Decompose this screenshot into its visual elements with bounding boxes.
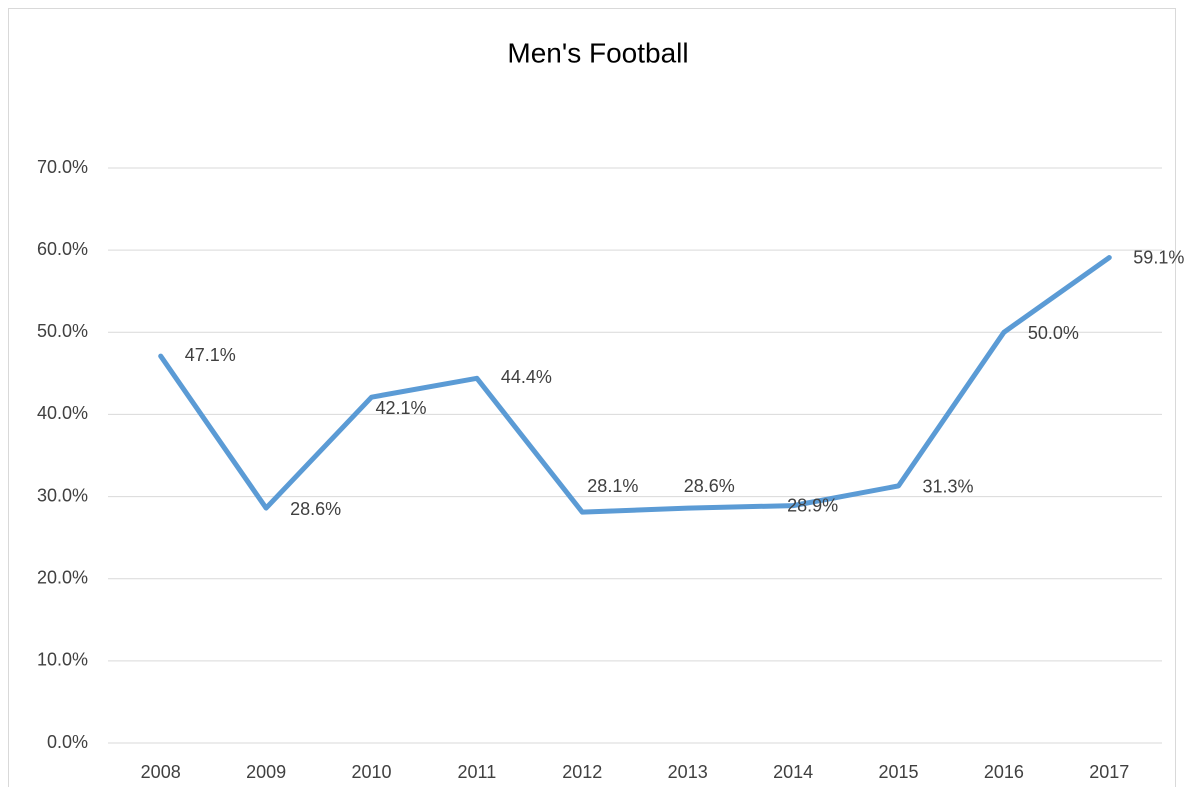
chart-title: Men's Football <box>507 37 688 68</box>
x-tick-label: 2017 <box>1089 762 1129 782</box>
data-label: 31.3% <box>923 477 974 497</box>
data-label: 28.6% <box>684 476 735 496</box>
data-label: 28.9% <box>787 495 838 515</box>
data-label: 42.1% <box>376 398 427 418</box>
x-tick-label: 2008 <box>141 762 181 782</box>
x-tick-label: 2016 <box>984 762 1024 782</box>
y-tick-label: 40.0% <box>37 403 88 423</box>
x-tick-label: 2010 <box>351 762 391 782</box>
x-tick-label: 2015 <box>878 762 918 782</box>
y-tick-label: 60.0% <box>37 239 88 259</box>
y-tick-label: 20.0% <box>37 567 88 587</box>
data-label: 47.1% <box>185 345 236 365</box>
chart-border <box>8 8 1176 787</box>
y-tick-label: 30.0% <box>37 485 88 505</box>
x-tick-label: 2013 <box>668 762 708 782</box>
data-label: 28.6% <box>290 499 341 519</box>
x-tick-label: 2011 <box>458 762 497 782</box>
y-tick-label: 10.0% <box>37 650 88 670</box>
x-tick-label: 2009 <box>246 762 286 782</box>
y-tick-label: 0.0% <box>47 732 88 752</box>
line <box>158 255 1112 515</box>
data-label: 28.1% <box>587 476 638 496</box>
y-tick-label: 70.0% <box>37 157 88 177</box>
x-tick-label: 2012 <box>562 762 602 782</box>
data-label: 59.1% <box>1133 247 1184 267</box>
y-tick-label: 50.0% <box>37 321 88 341</box>
data-label: 50.0% <box>1028 323 1079 343</box>
x-tick-label: 2014 <box>773 762 813 782</box>
data-label: 44.4% <box>501 367 552 387</box>
